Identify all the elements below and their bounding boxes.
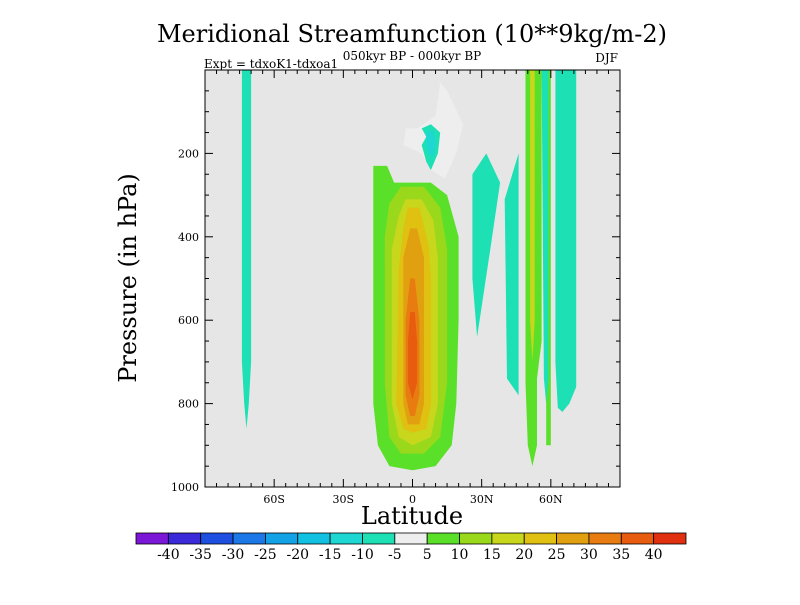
colorbar-swatch [653, 532, 687, 545]
subtitle-season: DJF [595, 51, 618, 65]
colorbar-label: 40 [645, 547, 663, 563]
colorbar-swatch [362, 532, 396, 545]
y-tick-label: 800 [178, 398, 199, 411]
colorbar-swatch [620, 532, 655, 545]
colorbar-swatch [523, 532, 557, 545]
colorbar-swatch [491, 532, 525, 545]
colorbar-swatch [297, 532, 331, 545]
colorbar-label: 5 [423, 547, 432, 563]
colorbar-label: 25 [548, 547, 566, 563]
colorbar-label: -10 [351, 547, 374, 563]
contour-region-nh-negative-d [555, 70, 577, 412]
contour-region-nh-negative-b [504, 153, 519, 396]
colorbar-swatch [200, 532, 234, 545]
x-tick-label: 60N [539, 493, 563, 506]
colorbar-label: -35 [189, 547, 212, 563]
colorbar-label: -15 [319, 547, 342, 563]
axes: 200 400 600 800 1000 60S 30S 0 30N 60N [171, 69, 621, 506]
colorbar-label: 10 [451, 547, 469, 563]
colorbar-label: -20 [286, 547, 309, 563]
y-tick-label: 600 [178, 314, 199, 327]
colorbar-swatch [426, 532, 460, 545]
plot-area [205, 70, 620, 487]
y-tick-label: 400 [178, 231, 199, 244]
colorbar-label: -30 [222, 547, 245, 563]
x-tick-label: 30N [470, 493, 494, 506]
contour-region-sh-polar-negative [241, 70, 252, 429]
x-tick-label: 30S [333, 493, 355, 506]
colorbar-swatch [232, 532, 266, 545]
colorbar-swatch [329, 532, 363, 545]
colorbar: -40 -35 -30 -25 -20 -15 -10 -5 5 10 15 20 25 30 35 40 [135, 532, 687, 563]
colorbar-swatch [167, 532, 202, 545]
subtitle-period: 050kyr BP - 000kyr BP [343, 49, 481, 63]
x-axis-label: Latitude [361, 502, 463, 530]
colorbar-swatch [556, 532, 590, 545]
contour-region-eq-cell-35 [407, 311, 418, 400]
colorbar-label: 30 [580, 547, 598, 563]
x-tick-label: 60S [263, 493, 285, 506]
contour-region-nh-positive-band-inner [530, 70, 535, 362]
subtitle-experiment: Expt = tdxoK1-tdxoa1 [204, 57, 338, 71]
colorbar-label: 15 [483, 547, 501, 563]
colorbar-swatch [588, 532, 622, 545]
y-tick-label: 200 [178, 147, 199, 160]
colorbar-label: -5 [388, 547, 402, 563]
contour-region-nh-negative-a [472, 153, 501, 337]
y-axis-label: Pressure (in hPa) [114, 173, 142, 383]
colorbar-label: -40 [157, 547, 180, 563]
colorbar-label: 35 [612, 547, 630, 563]
colorbar-swatch [394, 532, 428, 545]
contour-region-nh-negative-c [541, 70, 549, 404]
x-tick-label: 0 [409, 493, 416, 506]
chart-title: Meridional Streamfunction (10**9kg/m-2) [157, 20, 667, 48]
y-tick-label: 1000 [171, 481, 199, 494]
colorbar-swatch [459, 532, 493, 545]
colorbar-label: 20 [515, 547, 533, 563]
colorbar-swatch [135, 532, 169, 545]
colorbar-swatch [265, 532, 299, 545]
colorbar-label: -25 [254, 547, 277, 563]
contour-region-upper-eq-negative-core [426, 130, 436, 158]
